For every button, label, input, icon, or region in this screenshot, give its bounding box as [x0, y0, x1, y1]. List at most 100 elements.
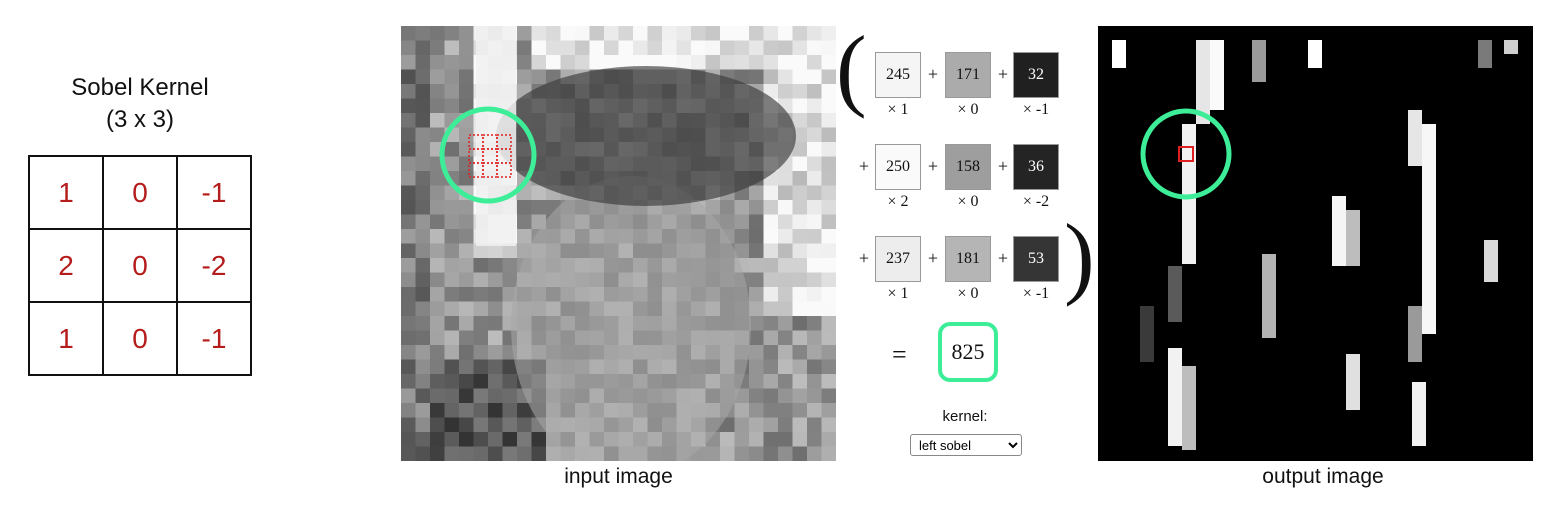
- input-pixel: [473, 272, 489, 288]
- input-pixel: [546, 446, 561, 461]
- input-pixel: [821, 40, 836, 56]
- input-pixel: [618, 40, 634, 56]
- input-pixel: [415, 330, 431, 346]
- input-pixel: [821, 113, 836, 128]
- input-pixel: [821, 200, 836, 215]
- input-pixel: [401, 243, 416, 259]
- input-pixel: [459, 330, 474, 346]
- input-pixel: [473, 330, 489, 346]
- input-pixel: [807, 446, 822, 461]
- input-pixel: [734, 403, 750, 418]
- input-pixel: [778, 374, 793, 389]
- input-pixel: [792, 330, 808, 346]
- input-pixel: [749, 40, 764, 56]
- input-pixel: [401, 316, 416, 331]
- input-pixel: [763, 229, 779, 244]
- input-pixel: [430, 55, 445, 70]
- input-pixel: [517, 55, 532, 70]
- input-pixel: [488, 446, 503, 461]
- input-pixel: [778, 84, 793, 99]
- output-image-caption: output image: [1262, 465, 1384, 488]
- equation-weight: × -1: [1022, 101, 1050, 118]
- input-pixel: [459, 171, 474, 186]
- input-pixel: [720, 26, 735, 41]
- input-pixel: [792, 243, 808, 259]
- input-pixel: [459, 98, 474, 114]
- input-pixel: [459, 127, 474, 143]
- input-pixel: [749, 446, 764, 461]
- input-pixel: [618, 26, 634, 41]
- edge-block: [1112, 40, 1126, 68]
- input-pixel: [517, 40, 532, 56]
- input-pixel: [459, 359, 474, 375]
- input-pixel: [473, 359, 489, 375]
- input-pixel: [778, 446, 793, 461]
- input-pixel: [459, 55, 474, 70]
- input-pixel: [401, 214, 416, 230]
- input-image: [401, 26, 836, 461]
- input-pixel: [821, 243, 836, 259]
- input-pixel: [778, 258, 793, 273]
- input-pixel: [720, 214, 735, 230]
- input-pixel: [807, 330, 822, 346]
- plus-sign: +: [997, 64, 1009, 84]
- input-pixel: [517, 229, 532, 244]
- input-pixel: [763, 446, 779, 461]
- input-pixel: [720, 55, 735, 70]
- input-pixel: [401, 156, 416, 172]
- selection-cell: [496, 148, 512, 164]
- edge-block: [1308, 40, 1322, 68]
- input-pixel: [502, 446, 518, 461]
- input-pixel: [459, 69, 474, 85]
- input-pixel: [763, 55, 779, 70]
- input-pixel: [763, 345, 779, 360]
- input-pixel: [792, 142, 808, 157]
- input-pixel: [807, 417, 822, 433]
- input-pixel: [444, 403, 460, 418]
- input-pixel: [488, 432, 503, 447]
- input-pixel: [792, 432, 808, 447]
- input-pixel: [792, 127, 808, 143]
- input-pixel: [792, 287, 808, 302]
- input-pixel: [415, 127, 431, 143]
- input-pixel: [807, 243, 822, 259]
- input-pixel: [749, 272, 764, 288]
- input-pixel: [415, 287, 431, 302]
- input-pixel: [749, 388, 764, 404]
- plus-sign: +: [927, 64, 939, 84]
- input-pixel: [705, 40, 721, 56]
- input-pixel: [778, 316, 793, 331]
- kernel-cell: 0: [102, 301, 178, 376]
- input-pixel: [720, 432, 735, 447]
- edge-block: [1504, 40, 1518, 54]
- input-pixel: [401, 200, 416, 215]
- input-pixel: [502, 417, 518, 433]
- input-pixel: [821, 214, 836, 230]
- input-pixel: [430, 287, 445, 302]
- input-pixel: [720, 40, 735, 56]
- input-pixel: [459, 301, 474, 317]
- input-pixel: [444, 417, 460, 433]
- input-pixel: [531, 200, 547, 215]
- input-pixel: [459, 417, 474, 433]
- input-pixel: [749, 55, 764, 70]
- output-edges: [1112, 40, 1518, 450]
- input-pixel: [807, 40, 822, 56]
- kernel-cell: -2: [176, 228, 252, 303]
- input-pixel: [749, 359, 764, 375]
- input-pixel: [821, 98, 836, 114]
- input-pixel: [473, 374, 489, 389]
- input-pixel: [734, 243, 750, 259]
- input-pixel: [763, 200, 779, 215]
- open-paren: (: [836, 17, 867, 119]
- input-pixel: [401, 26, 416, 41]
- input-pixel: [763, 258, 779, 273]
- input-pixel: [502, 359, 518, 375]
- input-pixel: [763, 330, 779, 346]
- input-pixel: [473, 258, 489, 273]
- kernel-cell: -1: [176, 301, 252, 376]
- input-pixel: [807, 316, 822, 331]
- kernel-select[interactable]: left sobel: [910, 434, 1022, 456]
- input-pixel: [763, 374, 779, 389]
- input-pixel: [676, 40, 692, 56]
